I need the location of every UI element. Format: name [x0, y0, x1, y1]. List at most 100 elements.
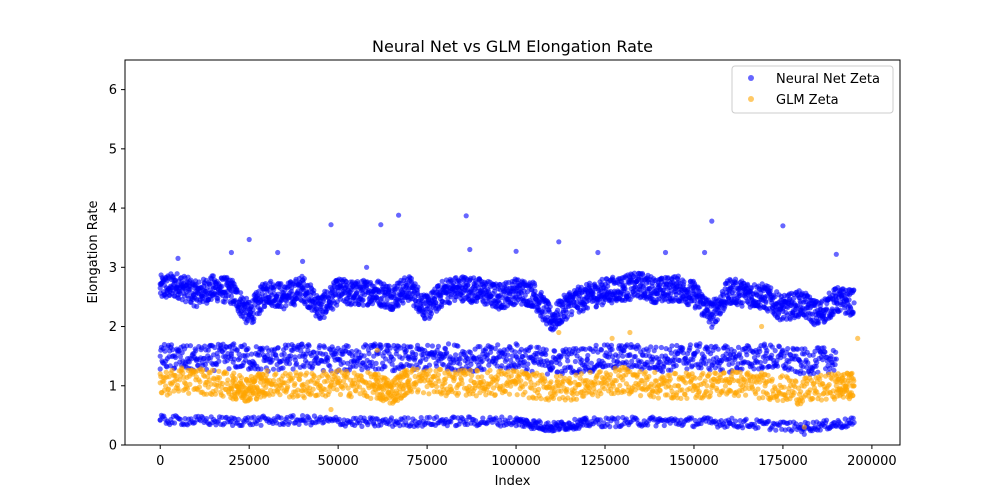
glm-point: [292, 381, 298, 387]
neural-net-point: [330, 306, 336, 312]
glm-point: [348, 394, 354, 400]
neural-net-point: [798, 300, 804, 306]
neural-net-point: [193, 356, 199, 362]
neural-net-point: [278, 281, 284, 287]
neural-net-point: [584, 419, 590, 426]
neural-net-point: [460, 285, 466, 291]
glm-point: [232, 376, 239, 382]
neural-net-point: [714, 317, 721, 323]
neural-net-point: [371, 353, 377, 359]
glm-point: [216, 368, 222, 374]
neural-net-point: [514, 342, 520, 348]
neural-net-point: [335, 356, 341, 362]
neural-net-point: [528, 344, 534, 350]
neural-net-point: [426, 414, 433, 420]
neural-net-point: [424, 306, 430, 312]
neural-net-point: [751, 366, 757, 372]
neural-net-point: [300, 280, 306, 286]
neural-net-point: [595, 249, 601, 256]
neural-net-point: [697, 341, 703, 347]
neural-net-point: [851, 300, 857, 306]
neural-net-point: [228, 353, 234, 359]
neural-net-point: [851, 419, 857, 426]
neural-net-point: [547, 304, 553, 310]
glm-point: [426, 391, 432, 397]
neural-net-point: [579, 357, 585, 363]
neural-net-point: [655, 288, 662, 294]
neural-net-point: [215, 354, 221, 360]
glm-point: [459, 380, 465, 387]
neural-net-point: [211, 285, 217, 291]
glm-point: [326, 389, 332, 395]
neural-net-point: [157, 285, 163, 291]
neural-net-point: [513, 353, 519, 359]
neural-net-point: [655, 356, 662, 362]
neural-net-point: [382, 364, 388, 370]
neural-net-point: [228, 418, 234, 424]
neural-net-point: [505, 352, 511, 358]
neural-net-point: [250, 311, 256, 317]
neural-net-point: [691, 291, 697, 297]
neural-net-point: [453, 352, 459, 358]
neural-net-point: [584, 294, 590, 300]
glm-point: [311, 374, 317, 380]
neural-net-point: [286, 419, 293, 425]
neural-net-point: [645, 422, 651, 428]
neural-net-point: [565, 358, 571, 364]
glm-point: [337, 391, 344, 398]
neural-net-point: [405, 415, 411, 421]
neural-net-point: [359, 423, 365, 429]
neural-net-point: [851, 287, 857, 293]
glm-point: [200, 367, 206, 373]
neural-net-point: [832, 362, 838, 368]
neural-net-point: [290, 413, 296, 419]
neural-net-point: [764, 348, 770, 354]
neural-net-point: [543, 351, 549, 358]
neural-net-point: [694, 348, 701, 354]
neural-net-point: [732, 418, 739, 424]
neural-net-point: [823, 417, 830, 423]
neural-net-point: [439, 278, 445, 284]
glm-point: [345, 371, 351, 377]
neural-net-point: [744, 291, 750, 297]
neural-net-point: [400, 300, 406, 306]
glm-point: [420, 390, 427, 396]
neural-net-point: [780, 306, 786, 312]
neural-net-point: [333, 351, 339, 357]
glm-point: [469, 372, 475, 379]
neural-net-point: [569, 309, 575, 315]
neural-net-point: [609, 346, 615, 353]
neural-net-point: [364, 264, 370, 270]
neural-net-point: [157, 353, 163, 359]
neural-net-point: [193, 291, 199, 297]
neural-net-point: [757, 348, 763, 354]
neural-net-point: [425, 342, 431, 348]
neural-net-point: [744, 352, 750, 358]
neural-net-point: [495, 342, 501, 348]
neural-net-point: [673, 285, 679, 291]
neural-net-point: [238, 290, 244, 296]
neural-net-point: [543, 347, 549, 353]
neural-net-point: [762, 353, 768, 359]
neural-net-point: [335, 288, 341, 294]
neural-net-point: [264, 356, 270, 362]
neural-net-point: [837, 307, 843, 313]
neural-net-point: [850, 415, 856, 421]
neural-net-point: [378, 222, 384, 228]
glm-point: [522, 381, 529, 387]
neural-net-point: [743, 416, 749, 422]
neural-net-point: [549, 359, 555, 365]
neural-net-point: [258, 366, 264, 372]
glm-point: [427, 367, 433, 373]
neural-net-point: [822, 349, 828, 355]
neural-net-point: [507, 415, 513, 421]
neural-net-point: [317, 306, 323, 312]
glm-point: [219, 380, 226, 387]
neural-net-point: [607, 424, 613, 430]
glm-point: [264, 368, 270, 374]
neural-net-point: [325, 355, 331, 361]
neural-net-point: [598, 347, 605, 353]
neural-net-point: [457, 356, 463, 362]
glm-point: [368, 395, 374, 401]
neural-net-point: [219, 283, 225, 289]
